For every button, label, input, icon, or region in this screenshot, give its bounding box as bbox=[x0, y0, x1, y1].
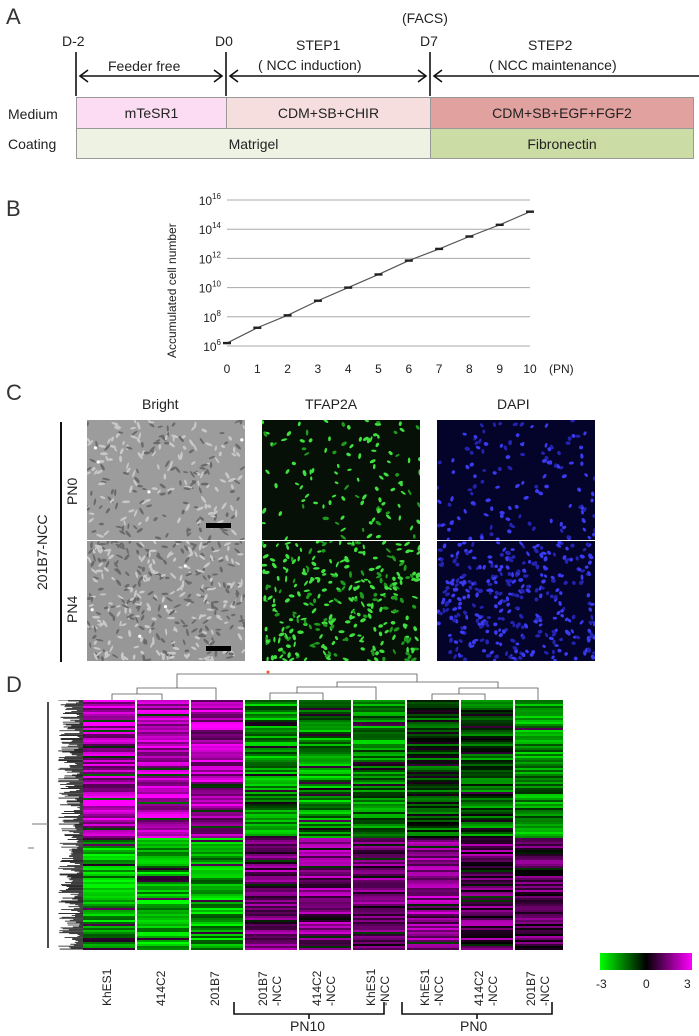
image-dapi-pn4 bbox=[437, 541, 595, 661]
column-title-tfap2a: TFAP2A bbox=[305, 396, 358, 412]
image-tfap2a-pn4 bbox=[262, 541, 420, 661]
data-point bbox=[344, 286, 353, 289]
y-tick-label: 1016 bbox=[199, 192, 222, 208]
data-point bbox=[526, 210, 534, 213]
scale-bar-pn4 bbox=[206, 646, 231, 651]
heatmap-column bbox=[137, 700, 189, 950]
data-point bbox=[283, 314, 292, 317]
data-point bbox=[223, 341, 231, 345]
y-tick-label: 1010 bbox=[199, 280, 222, 296]
color-scale-label-max: 3 bbox=[684, 977, 691, 991]
x-tick-label: 10 bbox=[523, 362, 537, 376]
group-label-pn0: PN0 bbox=[460, 1018, 488, 1034]
x-tick-label: 6 bbox=[405, 362, 412, 376]
panel-b-letter: B bbox=[6, 196, 21, 221]
row-label-pn0: PN0 bbox=[64, 477, 80, 505]
heatmap-column bbox=[515, 700, 563, 950]
row-label-coating: Coating bbox=[8, 136, 57, 152]
medium-cdm-sb-egf-fgf2: CDM+SB+EGF+FGF2 bbox=[430, 97, 694, 129]
phase-step1-subtitle: ( NCC induction) bbox=[258, 57, 362, 73]
data-point bbox=[404, 259, 413, 262]
image-dapi-pn0 bbox=[437, 420, 595, 540]
column-label: KhES1 bbox=[100, 968, 114, 1006]
x-tick-label: 1 bbox=[254, 362, 261, 376]
heatmap-column bbox=[353, 700, 405, 950]
data-point bbox=[253, 326, 262, 329]
y-tick-label: 106 bbox=[203, 338, 221, 354]
data-point bbox=[465, 235, 474, 238]
color-scale-label-min: -3 bbox=[596, 977, 607, 991]
x-tick-label: 7 bbox=[436, 362, 443, 376]
panel-c-letter: C bbox=[6, 380, 22, 405]
growth-series-line bbox=[226, 211, 531, 344]
data-point bbox=[435, 247, 444, 251]
heatmap-column bbox=[407, 700, 459, 950]
heatmap-column bbox=[83, 700, 135, 950]
column-label: 201B7 bbox=[208, 971, 222, 1006]
medium-cdm-sb-chir: CDM+SB+CHIR bbox=[226, 97, 431, 129]
y-tick-label: 108 bbox=[203, 309, 221, 325]
sample-label: 201B7-NCC bbox=[34, 514, 50, 590]
x-tick-label: 9 bbox=[496, 362, 503, 376]
phase-step2-title: STEP2 bbox=[528, 37, 573, 53]
timepoint-d0: D0 bbox=[215, 33, 233, 49]
x-tick-label: 3 bbox=[315, 362, 322, 376]
y-tick-label: 1014 bbox=[199, 221, 222, 237]
group-brackets bbox=[233, 1002, 553, 1019]
column-label: 414C2 bbox=[154, 970, 168, 1006]
growth-chart: 106 108 1010 1012 1014 1016 0 1 2 3 4 5 6 7 8 9 10 Accu… bbox=[165, 192, 574, 376]
medium-mtesr1: mTeSR1 bbox=[76, 97, 227, 129]
row-label-pn4: PN4 bbox=[64, 595, 80, 623]
coating-fibronectin: Fibronectin bbox=[430, 128, 694, 159]
sample-bracket bbox=[60, 422, 62, 662]
panel-a-letter: A bbox=[6, 4, 21, 29]
y-tick-label: 1012 bbox=[199, 250, 222, 266]
image-tfap2a-pn0 bbox=[262, 420, 420, 540]
chart-x-axis-unit: (PN) bbox=[549, 362, 574, 376]
column-title-dapi: DAPI bbox=[497, 396, 530, 412]
chart-y-axis-label: Accumulated cell number bbox=[165, 223, 179, 358]
timepoint-facs: (FACS) bbox=[402, 10, 448, 26]
phase-step1-title: STEP1 bbox=[296, 37, 341, 53]
heatmap-column bbox=[191, 700, 243, 950]
x-tick-label: 0 bbox=[224, 362, 231, 376]
panel-d-letter: D bbox=[6, 672, 22, 697]
phase-feeder-free: Feeder free bbox=[108, 58, 181, 74]
data-point bbox=[374, 273, 383, 276]
color-scale-label-mid: 0 bbox=[643, 977, 650, 991]
scale-bar-pn0 bbox=[206, 523, 231, 528]
row-dendrogram bbox=[28, 700, 84, 950]
x-tick-label: 2 bbox=[284, 362, 291, 376]
x-tick-label: 8 bbox=[466, 362, 473, 376]
group-label-pn10: PN10 bbox=[290, 1018, 326, 1034]
data-point bbox=[495, 223, 504, 227]
phase-step2-subtitle: ( NCC maintenance) bbox=[489, 57, 617, 73]
timepoint-d7: D7 bbox=[420, 33, 438, 49]
image-bright-pn0 bbox=[87, 420, 245, 540]
heatmap-column bbox=[461, 700, 513, 950]
color-scale-bar bbox=[600, 953, 692, 970]
coating-matrigel: Matrigel bbox=[76, 128, 431, 159]
heatmap-column bbox=[245, 700, 297, 950]
row-label-medium: Medium bbox=[8, 106, 58, 122]
column-dendrogram bbox=[111, 670, 539, 701]
image-bright-pn4 bbox=[87, 541, 245, 661]
x-tick-label: 4 bbox=[345, 362, 352, 376]
timepoint-d-minus2: D-2 bbox=[62, 33, 85, 49]
timeline-arrows bbox=[75, 52, 699, 96]
heatmap-column bbox=[299, 700, 351, 950]
x-tick-label: 5 bbox=[375, 362, 382, 376]
data-point bbox=[313, 299, 322, 302]
column-title-bright: Bright bbox=[142, 396, 179, 412]
